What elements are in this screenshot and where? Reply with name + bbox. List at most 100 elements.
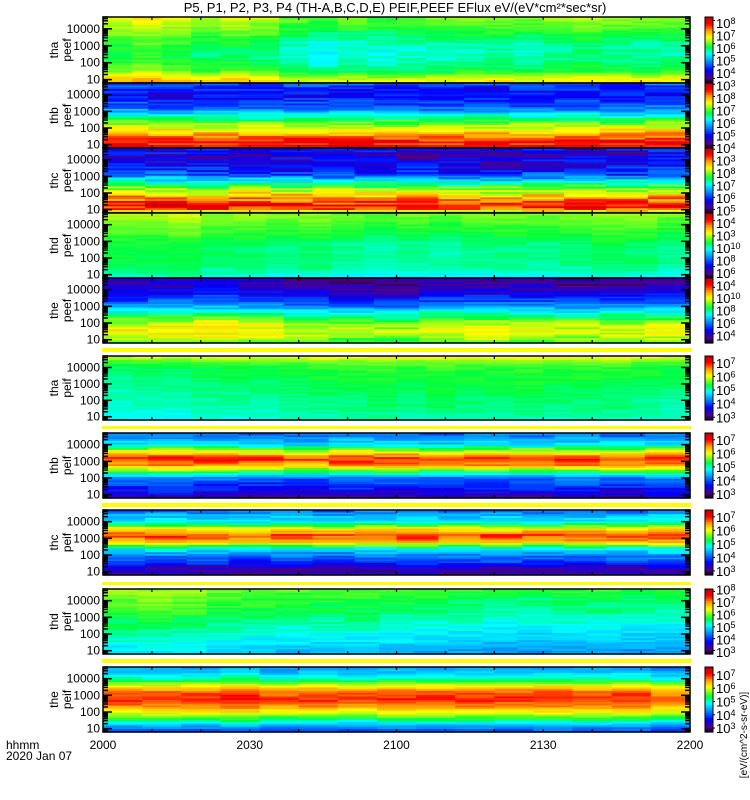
colorbar-segment (705, 139, 713, 143)
spectrogram-cell (601, 393, 632, 396)
spectrogram-cell (238, 447, 285, 450)
spectrogram-cell (631, 35, 662, 38)
spectrogram-cell (554, 97, 601, 100)
spectrogram-cell (522, 182, 565, 185)
spectrogram-cell (249, 37, 280, 40)
spectrogram-cell (103, 68, 133, 71)
spectrogram-cell (660, 31, 691, 35)
spectrogram-cell (367, 377, 398, 380)
spectrogram-cell (148, 445, 194, 449)
spectrogram-cell (103, 180, 146, 183)
spectrogram-cell (599, 433, 646, 436)
spectrogram-cell (554, 317, 601, 321)
spectrogram-cell (543, 61, 574, 64)
y-tick-label: 10000 (67, 218, 101, 232)
colorbar-segment (705, 308, 713, 312)
spectrogram-cell (461, 229, 495, 232)
spectrogram-cell (238, 330, 285, 333)
spectrogram-cell (606, 185, 649, 189)
spectrogram-cell (238, 434, 285, 438)
colorbar-segment (705, 183, 713, 186)
spectrogram-cell (554, 460, 601, 463)
spectrogram-cell (419, 456, 465, 459)
spectrogram-cell (425, 384, 456, 387)
spectrogram-cell (193, 339, 240, 342)
spectrogram-cell (554, 308, 601, 312)
spectrogram-cell (308, 40, 339, 44)
spectrogram-cell (220, 22, 251, 25)
spectrogram-cell (461, 238, 495, 241)
spectrogram-cell (592, 250, 626, 254)
spectrogram-cell (103, 389, 133, 393)
spectrogram-cell (419, 90, 465, 93)
spectrogram-cell (396, 359, 427, 362)
spectrogram-cell (228, 182, 272, 185)
spectrogram-cell (191, 416, 221, 419)
spectrogram-cell (132, 380, 163, 384)
spectrogram-cell (572, 37, 603, 40)
spectrogram-cell (193, 290, 240, 294)
spectrogram-cell (455, 61, 486, 64)
spectrogram-cell (279, 61, 310, 64)
spectrogram-cell (233, 216, 267, 220)
colorbar-segment (705, 53, 713, 56)
spectrogram-cell (425, 368, 456, 371)
spectrogram-cell (266, 263, 300, 266)
spectrogram-cell (494, 245, 528, 248)
spectrogram-cell (220, 68, 251, 71)
colorbar-segment (705, 109, 713, 112)
colorbar-segment (705, 247, 713, 250)
spectrogram-cell (438, 207, 481, 210)
spectrogram-cell (526, 234, 561, 238)
spectrogram-cell (249, 391, 280, 394)
spectrogram-cell (543, 407, 574, 410)
spectrogram-cell (631, 405, 662, 409)
spectrogram-cell (220, 416, 251, 419)
spectrogram-cell (193, 283, 240, 286)
spectrogram-cell (572, 51, 603, 55)
spectrogram-cell (328, 305, 375, 308)
spectrogram-cell (132, 393, 163, 396)
spectrogram-cell (554, 319, 601, 322)
spectrogram-cell (220, 66, 251, 69)
spectrogram-cell (419, 332, 465, 335)
spectrogram-cell (132, 396, 163, 400)
spectrogram-cell (283, 117, 330, 120)
spectrogram-cell (484, 59, 515, 62)
spectrogram-cell (509, 297, 556, 301)
spectrogram-cell (103, 182, 146, 185)
spectrogram-cell (168, 265, 202, 268)
spectrogram-cell (328, 333, 375, 337)
spectrogram-cell (601, 29, 632, 33)
spectrogram-cell (193, 101, 240, 104)
spectrogram-cell (220, 407, 251, 410)
spectrogram-cell (509, 278, 556, 281)
spectrogram-cell (168, 216, 202, 220)
spectrogram-cell (564, 200, 607, 203)
spectrogram-cell (144, 198, 188, 201)
spectrogram-cell (599, 315, 646, 319)
spectrogram-cell (328, 472, 375, 476)
spectrogram-cell (103, 137, 149, 140)
spectrogram-cell (455, 412, 486, 416)
spectrogram-cell (455, 28, 486, 31)
spectrogram-cell (572, 31, 603, 35)
spectrogram-cell (337, 368, 368, 371)
spectrogram-cell (103, 223, 137, 227)
spectrogram-cell (543, 66, 574, 69)
spectrogram-cell (103, 445, 149, 449)
spectrogram-cell (354, 166, 398, 169)
spectrogram-cell (363, 272, 398, 275)
spectrogram-cell (103, 270, 137, 274)
spectrogram-cell (283, 102, 330, 106)
spectrogram-cell (396, 70, 427, 73)
spectrogram-cell (148, 479, 194, 483)
spectrogram-cell (249, 53, 280, 57)
spectrogram-cell (631, 382, 662, 386)
spectrogram-cell (279, 407, 310, 410)
spectrogram-cell (193, 447, 240, 450)
spectrogram-cell (373, 303, 420, 306)
spectrogram-cell (148, 292, 194, 295)
spectrogram-cell (337, 405, 368, 409)
spectrogram-cell (599, 319, 646, 322)
